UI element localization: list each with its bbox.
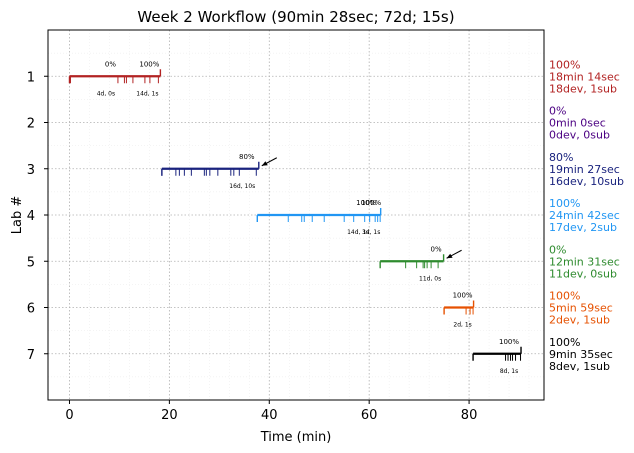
lab-1-count-label: 14d, 1s xyxy=(136,90,158,97)
lab-7-summary-line: 9min 35sec xyxy=(549,348,613,361)
lab-4-summary-line: 100% xyxy=(549,197,580,210)
x-tick-label: 80 xyxy=(461,408,478,423)
lab-7-percent-label: 100% xyxy=(499,338,519,346)
lab-1-summary-line: 18min 14sec xyxy=(549,70,620,83)
lab-1-percent-label: 0% xyxy=(105,60,116,68)
x-axis-label: Time (min) xyxy=(260,430,332,445)
lab-2-summary-line: 0min 0sec xyxy=(549,117,606,130)
lab-5-series: 0% 11d, 0s xyxy=(379,245,462,282)
y-axis-label: Lab # xyxy=(10,196,25,235)
lab-4-count-label: 14d, 1s xyxy=(347,229,369,236)
lab-6-percent-label: 100% xyxy=(453,292,473,300)
y-tick-label: 4 xyxy=(27,209,35,224)
x-axis: 0 20 40 60 80 xyxy=(65,400,477,423)
lab-2-summary-line: 0% xyxy=(549,105,566,118)
lab-1-series: 0% 100% 4d, 0s 14d, 1s xyxy=(68,60,162,97)
lab-3-arrow-head xyxy=(261,161,268,166)
x-tick-label: 0 xyxy=(65,408,73,423)
y-axis: 1 2 3 4 5 6 7 xyxy=(27,70,48,363)
plot-frame xyxy=(47,29,545,401)
lab-6-summary-line: 5min 59sec xyxy=(549,302,613,315)
lab-1-summary-line: 100% xyxy=(549,58,580,71)
lab-4-summary-line: 17dev, 2sub xyxy=(549,221,617,234)
lab-3-count-label: 16d, 10s xyxy=(229,183,255,190)
x-tick-label: 60 xyxy=(361,408,378,423)
lab-7-series: 100% 8d, 1s xyxy=(472,338,522,375)
y-tick-label: 5 xyxy=(27,255,35,270)
lab-5-arrow-head xyxy=(446,253,453,259)
lab-3-summary-line: 16dev, 10sub xyxy=(549,175,624,188)
lab-7-summary-line: 8dev, 1sub xyxy=(549,360,610,373)
x-tick-label: 40 xyxy=(261,408,278,423)
lab-1-summary-line: 18dev, 1sub xyxy=(549,82,617,95)
lab-5-summary-line: 0% xyxy=(549,243,566,256)
x-tick-label: 20 xyxy=(161,408,178,423)
lab-6-series: 100% 2d, 1s xyxy=(443,292,475,329)
lab-4-percent-label: 100% xyxy=(361,199,381,207)
lab-3-series: 80% 16d, 10s xyxy=(161,153,278,190)
lab-6-summary-line: 2dev, 1sub xyxy=(549,314,610,327)
lab-1-count-label: 4d, 0s xyxy=(97,90,115,97)
y-tick-label: 2 xyxy=(27,117,35,132)
lab-5-summary-line: 12min 31sec xyxy=(549,255,620,268)
lab-4-summary-line: 24min 42sec xyxy=(549,209,620,222)
lab-6-summary-line: 100% xyxy=(549,290,580,303)
y-tick-label: 7 xyxy=(27,348,35,363)
lab-7-count-label: 8d, 1s xyxy=(500,368,518,375)
lab-3-summary-line: 80% xyxy=(549,151,573,164)
lab-5-percent-label: 0% xyxy=(431,245,442,253)
lab-4-count-label: 3d, 1s xyxy=(362,229,380,236)
lab-3-percent-label: 80% xyxy=(239,153,255,161)
lab-5-summary-line: 11dev, 0sub xyxy=(549,267,617,280)
y-tick-label: 3 xyxy=(27,163,35,178)
lab-5-count-label: 11d, 0s xyxy=(419,275,441,282)
y-tick-label: 1 xyxy=(27,70,35,85)
lab-6-count-label: 2d, 1s xyxy=(453,322,471,329)
lab-4-percent-label: 100% xyxy=(356,199,376,207)
y-tick-label: 6 xyxy=(27,302,35,317)
lab-2-summary-line: 0dev, 0sub xyxy=(549,129,610,142)
lab-3-summary-line: 19min 27sec xyxy=(549,163,620,176)
chart-title: Week 2 Workflow (90min 28sec; 72d; 15s) xyxy=(137,8,454,26)
lab-7-summary-line: 100% xyxy=(549,336,580,349)
lab-1-percent-label: 100% xyxy=(139,60,159,68)
